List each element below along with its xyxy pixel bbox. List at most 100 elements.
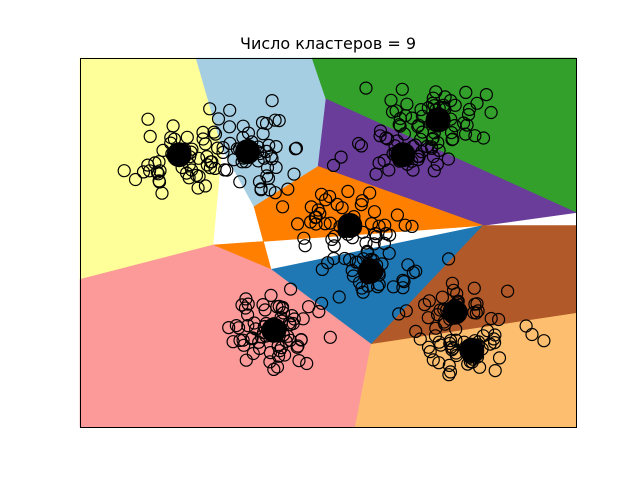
- data-point: [441, 152, 455, 166]
- cluster-center-7: [261, 317, 287, 343]
- data-point: [444, 126, 459, 140]
- data-point: [208, 127, 223, 141]
- data-point: [476, 131, 491, 145]
- data-point: [325, 232, 339, 246]
- data-point: [152, 155, 166, 169]
- data-point: [200, 158, 214, 172]
- data-point: [198, 179, 212, 193]
- data-point: [396, 273, 410, 287]
- data-point: [285, 309, 299, 323]
- data-point: [211, 112, 226, 126]
- data-point: [208, 161, 222, 175]
- data-point: [330, 197, 344, 211]
- data-point: [204, 155, 218, 169]
- data-point: [272, 113, 286, 128]
- data-point: [254, 182, 268, 196]
- data-point: [284, 282, 298, 296]
- data-point: [418, 298, 432, 312]
- data-point: [218, 163, 232, 177]
- data-point: [421, 311, 435, 325]
- data-point: [143, 129, 157, 143]
- data-point: [302, 300, 316, 314]
- cluster-center-4: [390, 142, 416, 168]
- data-point: [180, 166, 194, 180]
- data-point: [501, 284, 515, 298]
- data-point: [473, 360, 487, 374]
- data-point: [207, 125, 221, 139]
- data-point: [189, 168, 204, 182]
- data-point: [239, 292, 253, 306]
- data-point: [222, 120, 237, 134]
- data-point: [276, 306, 291, 320]
- cluster-centers: [166, 107, 485, 363]
- data-point: [239, 353, 253, 367]
- data-point: [479, 87, 493, 102]
- data-point: [216, 145, 230, 159]
- data-point: [446, 341, 460, 355]
- data-point: [373, 129, 387, 143]
- data-point: [459, 85, 473, 100]
- data-point: [155, 186, 169, 200]
- data-point: [397, 127, 411, 141]
- data-point: [191, 181, 205, 195]
- data-point: [203, 102, 217, 116]
- data-point: [442, 368, 456, 382]
- data-point: [377, 153, 391, 168]
- data-point: [405, 219, 419, 233]
- data-point: [283, 333, 297, 347]
- data-point: [304, 200, 318, 214]
- data-point: [519, 319, 533, 333]
- data-point: [117, 164, 131, 178]
- data-point: [427, 164, 441, 178]
- data-point: [484, 311, 498, 326]
- data-point: [236, 119, 250, 133]
- data-point: [383, 228, 397, 242]
- data-point: [323, 189, 337, 204]
- data-point: [359, 236, 373, 250]
- data-point: [537, 334, 551, 348]
- data-point: [442, 252, 456, 266]
- data-point: [413, 332, 427, 346]
- data-point: [424, 140, 439, 154]
- data-point: [488, 364, 502, 378]
- data-point: [468, 129, 482, 143]
- data-point: [338, 251, 352, 266]
- data-point: [292, 354, 306, 368]
- data-point: [300, 356, 314, 371]
- data-point: [492, 351, 507, 365]
- data-point: [414, 102, 428, 117]
- data-point: [273, 344, 287, 358]
- data-point: [334, 150, 348, 164]
- data-point: [233, 175, 247, 189]
- data-point: [429, 321, 443, 335]
- data-point: [467, 281, 481, 295]
- data-point: [409, 264, 423, 278]
- data-point: [272, 299, 286, 313]
- data-point: [442, 358, 456, 372]
- data-point: [449, 333, 463, 347]
- cluster-center-3: [425, 107, 451, 133]
- data-point: [492, 312, 506, 327]
- data-point: [232, 321, 246, 335]
- data-point: [290, 340, 304, 354]
- data-point: [152, 174, 166, 188]
- data-point: [180, 130, 194, 144]
- data-point: [281, 182, 295, 196]
- data-point: [150, 165, 164, 179]
- data-point: [222, 321, 236, 335]
- data-point: [315, 296, 329, 310]
- data-point: [223, 103, 237, 117]
- data-point: [432, 356, 446, 370]
- data-point: [141, 112, 155, 126]
- data-point: [421, 340, 436, 354]
- data-point: [319, 193, 333, 207]
- data-point: [288, 142, 302, 156]
- data-point: [448, 98, 462, 112]
- data-point: [128, 172, 143, 187]
- data-point: [384, 93, 398, 107]
- data-point: [409, 324, 423, 338]
- data-point: [272, 349, 286, 363]
- data-point: [359, 81, 373, 95]
- data-point: [268, 186, 282, 200]
- data-point: [341, 184, 355, 198]
